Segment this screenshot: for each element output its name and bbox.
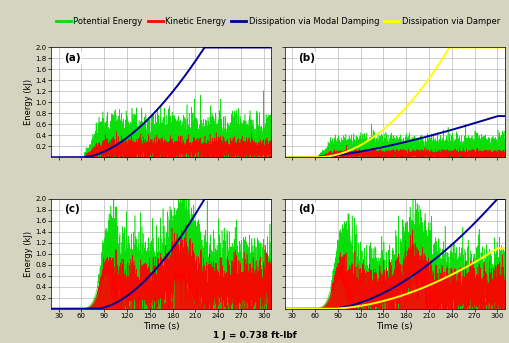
Y-axis label: Energy (kJ): Energy (kJ) [24, 231, 33, 277]
Text: (d): (d) [297, 204, 314, 214]
Text: (a): (a) [64, 53, 81, 63]
Text: (b): (b) [297, 53, 314, 63]
Text: (c): (c) [64, 204, 80, 214]
Text: 1 J = 0.738 ft-lbf: 1 J = 0.738 ft-lbf [213, 331, 296, 340]
X-axis label: Time (s): Time (s) [143, 322, 179, 331]
X-axis label: Time (s): Time (s) [376, 322, 412, 331]
Legend: Potential Energy, Kinetic Energy, Dissipation via Modal Damping, Dissipation via: Potential Energy, Kinetic Energy, Dissip… [52, 13, 502, 29]
Y-axis label: Energy (kJ): Energy (kJ) [24, 79, 33, 126]
